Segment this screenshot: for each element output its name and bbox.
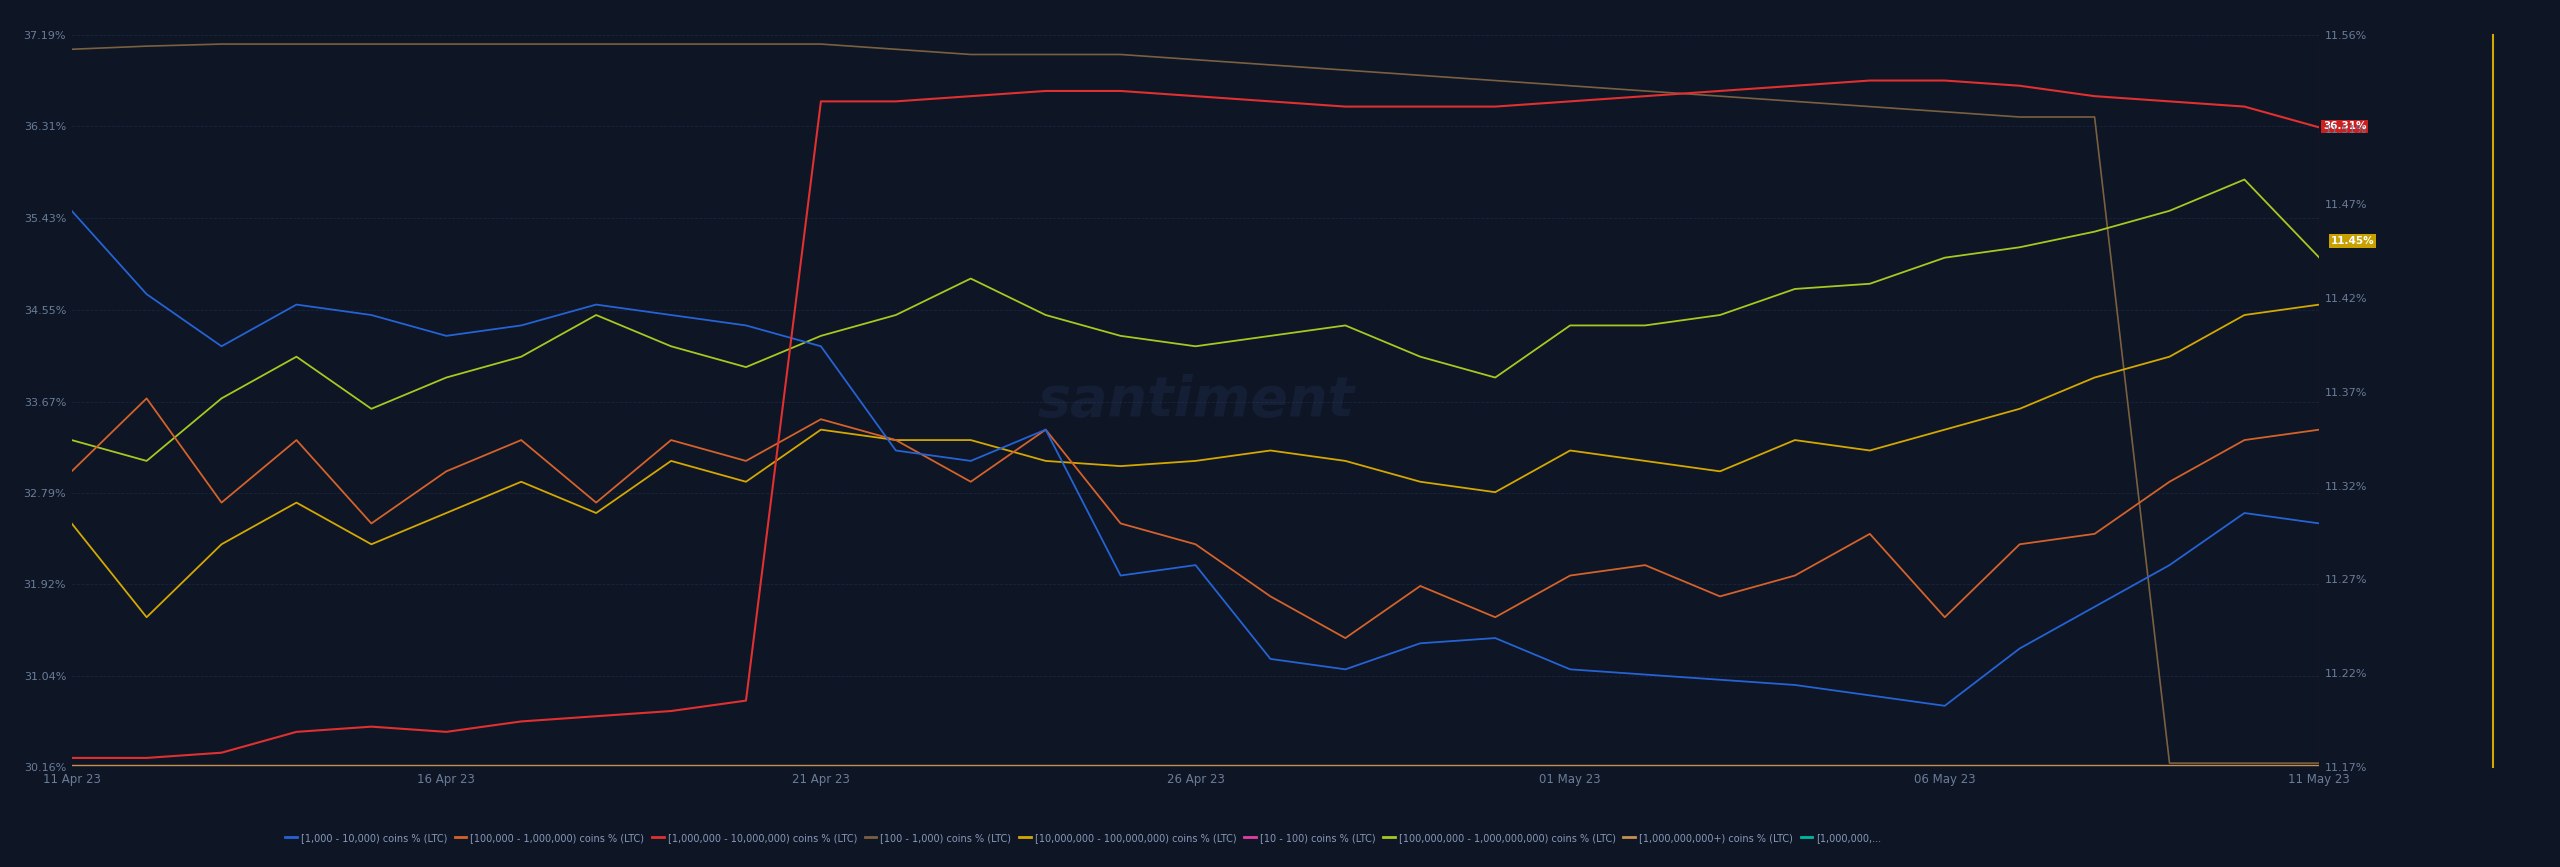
Legend: [1,000 - 10,000) coins % (LTC), [100,000 - 1,000,000) coins % (LTC), [1,000,000 : [1,000 - 10,000) coins % (LTC), [100,000… [282, 829, 1884, 847]
Text: santiment: santiment [1037, 374, 1354, 428]
Text: 36.31%: 36.31% [2322, 121, 2365, 132]
Text: 11.45%: 11.45% [2330, 237, 2373, 246]
